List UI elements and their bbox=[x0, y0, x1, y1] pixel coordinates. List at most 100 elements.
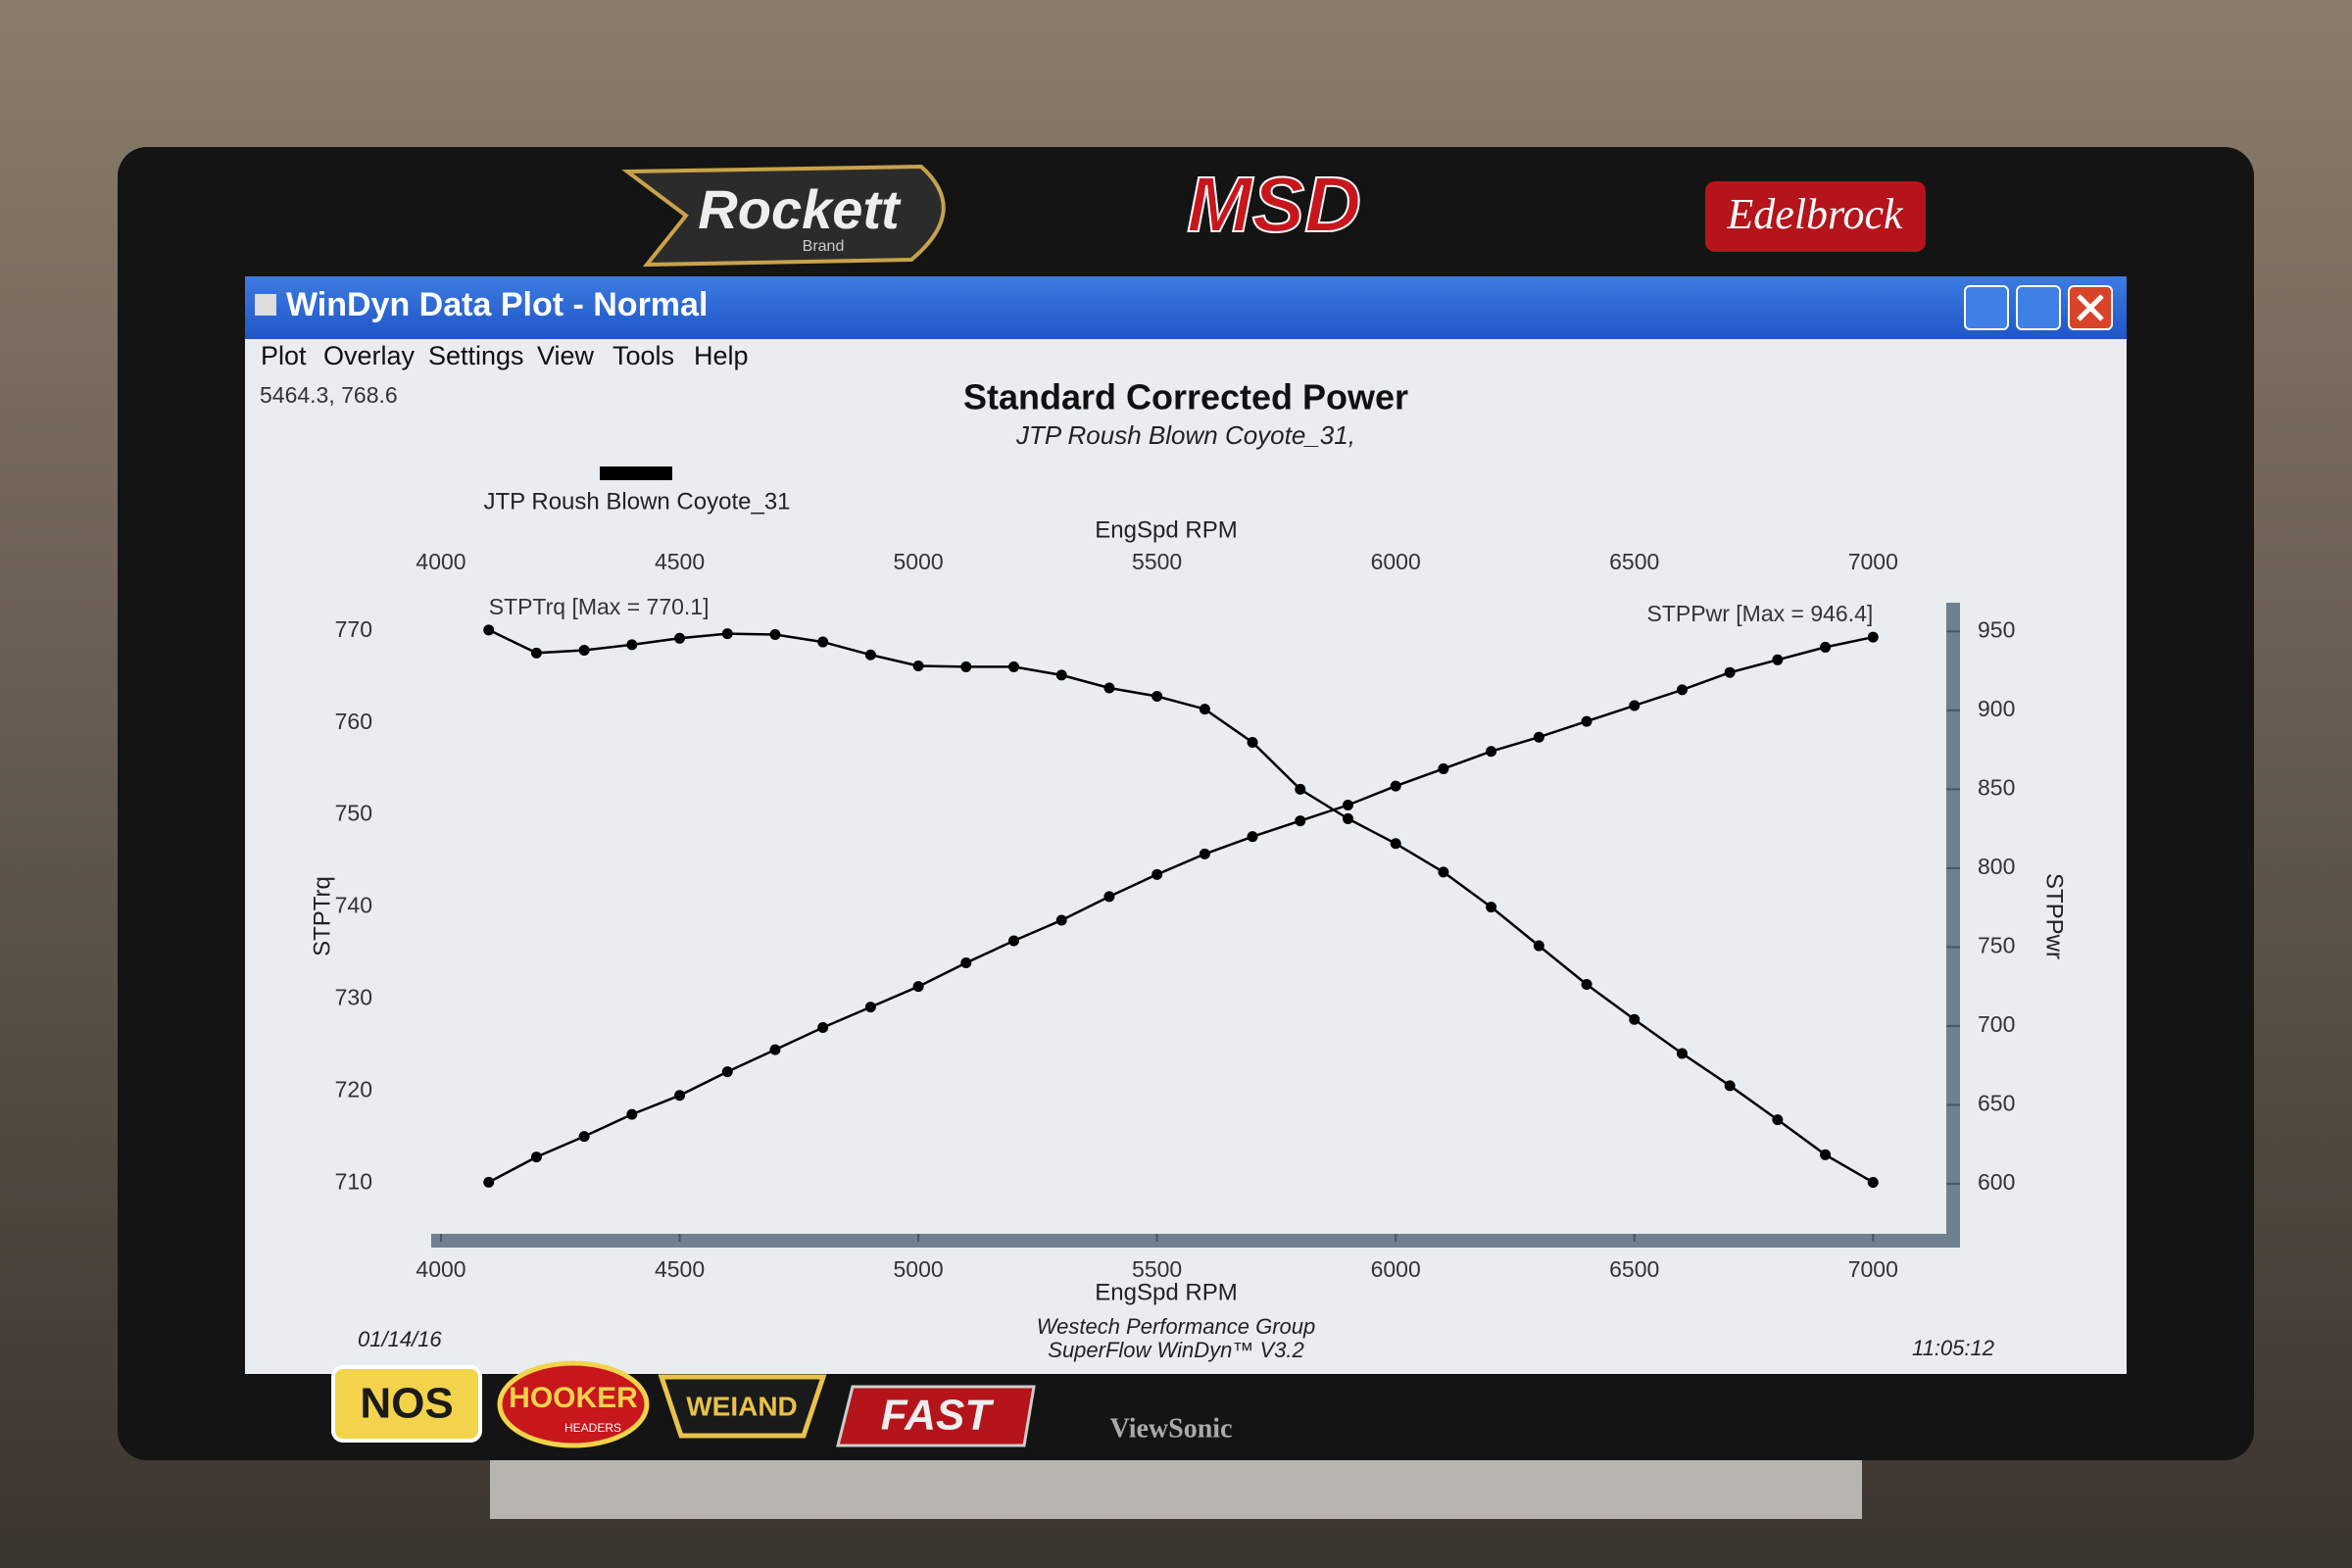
y2-tick-label: 750 bbox=[1978, 932, 2015, 957]
plot: 4000 4000 4500 4500 5000 5000 5500 5500 6000 6000… bbox=[335, 549, 2016, 1282]
data-point bbox=[1342, 799, 1353, 810]
logo-nos: NOS bbox=[360, 1380, 453, 1428]
data-point bbox=[1581, 715, 1592, 727]
data-point bbox=[817, 636, 829, 648]
x-tick-label-top: 6000 bbox=[1371, 549, 1421, 574]
data-point bbox=[1152, 690, 1163, 702]
data-point bbox=[817, 1022, 829, 1034]
x-tick-label-top: 5000 bbox=[894, 549, 944, 574]
footer-time: 11:05:12 bbox=[1912, 1336, 1994, 1360]
data-point bbox=[1820, 641, 1832, 653]
data-point bbox=[1055, 669, 1067, 681]
x-tick-label: 4000 bbox=[416, 1256, 466, 1282]
menu-item[interactable]: Help bbox=[694, 341, 749, 370]
data-point bbox=[960, 957, 972, 969]
logo-rockett: Rockett bbox=[698, 178, 902, 240]
annotation: STPTrq [Max = 770.1] bbox=[489, 594, 710, 619]
x-tick-label: 7000 bbox=[1848, 1256, 1898, 1282]
data-point bbox=[1867, 631, 1879, 643]
data-point bbox=[1055, 914, 1067, 926]
x-tick-label: 6500 bbox=[1609, 1256, 1659, 1282]
logo-hooker: HOOKER bbox=[509, 1382, 638, 1414]
footer-date: 01/14/16 bbox=[358, 1327, 442, 1351]
monitor-stand bbox=[490, 1450, 1862, 1519]
data-point bbox=[530, 1152, 542, 1163]
chart-title: Standard Corrected Power bbox=[963, 377, 1408, 417]
data-point bbox=[674, 1090, 686, 1102]
x-axis-title-top: EngSpd RPM bbox=[1095, 516, 1237, 543]
x-tick-label: 5500 bbox=[1132, 1256, 1182, 1282]
data-point bbox=[1152, 868, 1163, 880]
data-point bbox=[1629, 700, 1641, 711]
data-point bbox=[1247, 831, 1258, 843]
data-point bbox=[1008, 935, 1020, 947]
y2-tick-label: 650 bbox=[1978, 1091, 2015, 1116]
restore-button[interactable] bbox=[2016, 285, 2061, 330]
data-point bbox=[1199, 704, 1210, 715]
menu-item[interactable]: Settings bbox=[428, 341, 524, 370]
data-point bbox=[1486, 902, 1497, 913]
y2-axis-bar bbox=[1946, 603, 1960, 1248]
x-tick-label: 6000 bbox=[1371, 1256, 1421, 1282]
menu-item[interactable]: Overlay bbox=[323, 341, 416, 370]
annotation: STPPwr [Max = 946.4] bbox=[1647, 601, 1874, 626]
data-point bbox=[578, 645, 590, 657]
y-tick-label: 740 bbox=[335, 893, 372, 918]
screen bbox=[245, 276, 2127, 1374]
logo-rockett-sub: Brand bbox=[803, 238, 845, 255]
data-point bbox=[1724, 666, 1736, 678]
x-tick-label: 4500 bbox=[655, 1256, 705, 1282]
data-point bbox=[721, 1066, 733, 1078]
legend-swatch bbox=[600, 466, 672, 480]
x-tick-label-top: 7000 bbox=[1848, 549, 1898, 574]
minimize-button[interactable] bbox=[1964, 285, 2009, 330]
chart-subtitle: JTP Roush Blown Coyote_31, bbox=[1015, 420, 1355, 450]
data-point bbox=[864, 1002, 876, 1013]
x-axis-bar bbox=[431, 1234, 1960, 1248]
data-point bbox=[912, 981, 924, 993]
logo-shape bbox=[621, 164, 946, 268]
menu-item[interactable]: Plot bbox=[261, 341, 307, 370]
legend-label: JTP Roush Blown Coyote_31 bbox=[483, 488, 790, 514]
data-point bbox=[1581, 979, 1592, 991]
x-tick-label: 5000 bbox=[894, 1256, 944, 1282]
data-point bbox=[1724, 1080, 1736, 1092]
x-tick-label-top: 4500 bbox=[655, 549, 705, 574]
x-axis-title: EngSpd RPM bbox=[1095, 1279, 1237, 1305]
data-point bbox=[1199, 848, 1210, 859]
menu-bar: Plot Overlay Settings View Tools Help bbox=[261, 341, 749, 370]
logo-shape bbox=[1705, 181, 1926, 252]
data-point bbox=[1438, 762, 1449, 774]
data-point bbox=[1295, 815, 1306, 827]
data-point bbox=[1103, 682, 1115, 694]
y-tick-label: 710 bbox=[335, 1169, 372, 1195]
data-point bbox=[1390, 780, 1401, 792]
data-point bbox=[721, 628, 733, 640]
x-tick-label-top: 4000 bbox=[416, 549, 466, 574]
data-point bbox=[1008, 661, 1020, 672]
data-point bbox=[1772, 1114, 1784, 1126]
data-point bbox=[769, 629, 781, 641]
data-point bbox=[1438, 866, 1449, 878]
window-icon bbox=[255, 294, 276, 316]
footer-software: SuperFlow WinDyn™ V3.2 bbox=[1048, 1338, 1303, 1362]
menu-item[interactable]: Tools bbox=[612, 341, 674, 370]
y-tick-label: 760 bbox=[335, 709, 372, 734]
y-tick-label: 730 bbox=[335, 985, 372, 1010]
data-point bbox=[1629, 1013, 1641, 1025]
close-icon bbox=[2077, 294, 2104, 321]
logo-shape bbox=[836, 1385, 1036, 1447]
data-point bbox=[1676, 1048, 1688, 1059]
data-point bbox=[1533, 731, 1544, 743]
data-point bbox=[1247, 736, 1258, 748]
data-point bbox=[1867, 1176, 1879, 1188]
y2-tick-label: 850 bbox=[1978, 774, 2015, 800]
series-line bbox=[488, 635, 1874, 1184]
menu-item[interactable]: View bbox=[537, 341, 595, 370]
data-point bbox=[912, 660, 924, 671]
x-tick-label-top: 6500 bbox=[1609, 549, 1659, 574]
data-point bbox=[483, 624, 495, 636]
data-point bbox=[674, 632, 686, 644]
